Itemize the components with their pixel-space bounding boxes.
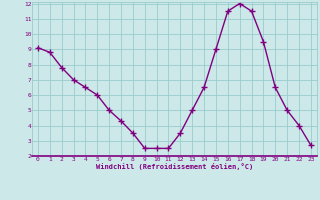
X-axis label: Windchill (Refroidissement éolien,°C): Windchill (Refroidissement éolien,°C) [96, 163, 253, 170]
